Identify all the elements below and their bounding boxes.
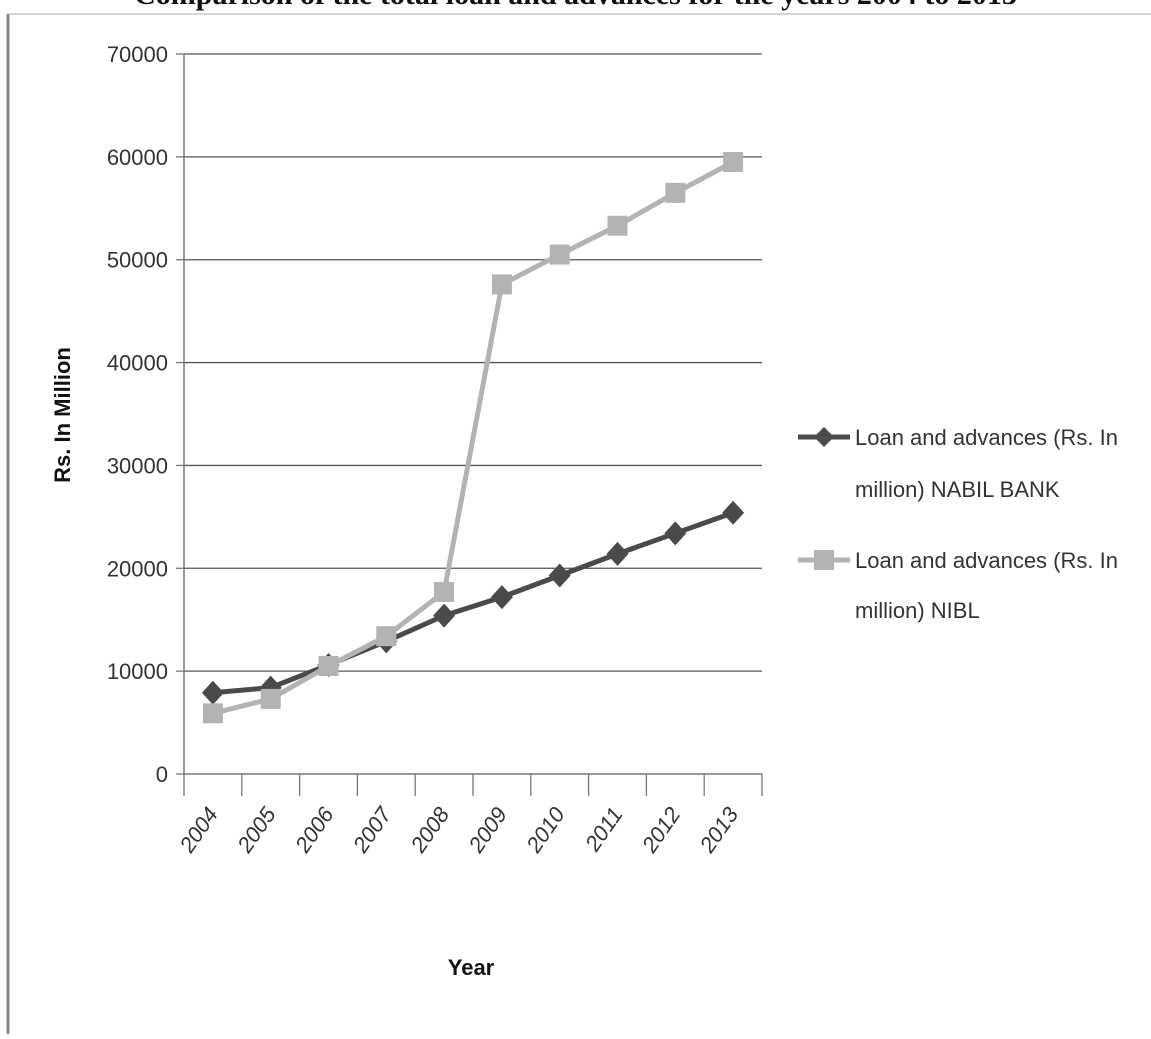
legend-marker-diamond (814, 427, 834, 447)
x-tick-labels: 2004 2005 2006 2007 2008 2009 2010 2011 2012 2013 (174, 802, 744, 858)
legend-label-nibl-line1: Loan and advances (Rs. In (855, 548, 1118, 573)
data-point (549, 244, 570, 265)
data-point (318, 656, 339, 676)
data-point (606, 541, 629, 566)
data-point (491, 274, 512, 295)
x-tick-label: 2006 (289, 802, 339, 858)
x-tick-label: 2005 (232, 802, 282, 858)
x-tick-label: 2004 (174, 803, 223, 858)
y-tick-label: 30000 (107, 453, 168, 478)
x-tick-label: 2009 (463, 803, 512, 858)
y-tick-label: 10000 (107, 659, 168, 684)
legend-label-nabil-line2: million) NABIL BANK (855, 477, 1060, 502)
series-nabil-bank (201, 500, 745, 705)
x-tick-label: 2008 (405, 802, 455, 858)
series-line (212, 159, 735, 716)
axes (183, 54, 763, 796)
y-tick-label: 20000 (107, 556, 168, 581)
data-point (201, 680, 224, 705)
data-point (722, 500, 745, 525)
gridlines (176, 53, 762, 775)
data-point (607, 215, 628, 236)
figure-caption: Comparison of the total loan and advance… (0, 0, 1151, 18)
legend-label-nabil-line1: Loan and advances (Rs. In (855, 425, 1118, 450)
data-point (433, 603, 456, 628)
x-tick-label: 2007 (347, 802, 397, 858)
data-point (548, 563, 571, 588)
data-point (665, 182, 686, 203)
data-point (490, 585, 513, 610)
data-point (202, 703, 223, 724)
y-tick-label: 60000 (107, 145, 168, 170)
y-axis-title: Rs. In Million (50, 347, 75, 483)
series-line (212, 510, 734, 696)
y-tick-label: 40000 (107, 351, 168, 376)
data-point (723, 152, 744, 172)
legend-entry-nibl: Loan and advances (Rs. In million) NIBL (798, 548, 1118, 623)
legend-marker-square (814, 550, 834, 570)
data-point (434, 581, 455, 602)
series-nibl (202, 152, 744, 724)
x-axis-title: Year (448, 955, 495, 980)
series-lines (201, 152, 745, 724)
legend: Loan and advances (Rs. In million) NABIL… (798, 425, 1118, 623)
data-point (376, 626, 397, 647)
x-tick-label: 2013 (694, 802, 744, 858)
y-tick-label: 0 (156, 762, 168, 787)
y-tick-labels: 0 10000 20000 30000 40000 50000 60000 70000 (107, 42, 168, 787)
y-tick-label: 70000 (107, 42, 168, 67)
legend-label-nibl-line2: million) NIBL (855, 598, 980, 623)
x-tick-label: 2010 (521, 802, 571, 858)
x-tick-label: 2012 (636, 803, 685, 858)
legend-entry-nabil: Loan and advances (Rs. In million) NABIL… (798, 425, 1118, 502)
y-tick-label: 50000 (107, 248, 168, 273)
x-tick-label: 2011 (579, 803, 627, 857)
data-point (260, 688, 281, 709)
data-point (664, 521, 687, 546)
